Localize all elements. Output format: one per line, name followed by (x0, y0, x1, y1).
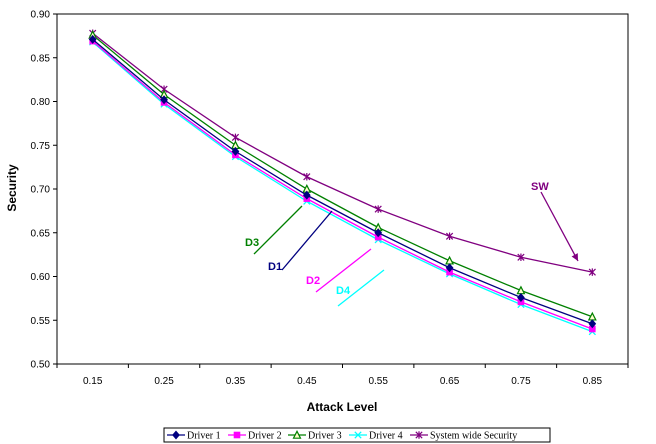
data-point-driver-1 (160, 95, 168, 105)
x-tick-label: 0.35 (226, 376, 246, 387)
legend-item-driver-2: Driver 2 (228, 431, 282, 442)
series-driver-3 (88, 29, 597, 321)
x-tick-label: 0.15 (83, 376, 103, 387)
annotation-arrowhead-sw (571, 253, 578, 261)
annotation-pointer-sw (540, 191, 579, 262)
data-point-driver-3 (516, 285, 526, 295)
y-tick-label: 0.60 (31, 272, 51, 283)
data-point-driver-1 (445, 263, 454, 273)
series-layer (88, 29, 597, 336)
legend-swatch-marker (292, 429, 302, 439)
series-line-driver-3 (92, 34, 593, 318)
y-tick-label: 0.70 (31, 185, 51, 196)
series-line-driver-1 (92, 38, 593, 325)
data-point-system-wide-security (517, 253, 525, 262)
x-tick-label: 0.45 (297, 376, 317, 387)
annotation-label-d3: D3 (245, 237, 259, 249)
x-tick-label: 0.55 (368, 376, 388, 387)
annotation-label-sw: SW (531, 181, 549, 193)
legend-label: System wide Security (430, 431, 517, 442)
legend-label: Driver 3 (308, 431, 342, 442)
legend-item-driver-3: Driver 3 (288, 429, 342, 442)
legend-item-system-wide-security: System wide Security (410, 431, 517, 442)
x-axis-title: Attack Level (307, 400, 378, 414)
annotation-label-d2: D2 (306, 275, 320, 287)
series-line-driver-4 (92, 41, 593, 333)
data-point-driver-1 (588, 319, 597, 329)
y-tick-label: 0.55 (31, 316, 51, 327)
legend: Driver 1 Driver 2 Driver 3 Driver 4 System w… (163, 427, 551, 443)
series-system-wide-security (89, 29, 596, 276)
y-tick-label: 0.65 (31, 228, 51, 239)
y-axis-title: Security (5, 164, 19, 212)
series-line-driver-2 (92, 40, 593, 330)
annotation-pointer-d3 (253, 205, 303, 255)
data-point-system-wide-security (303, 172, 311, 181)
data-point-system-wide-security (588, 268, 596, 276)
y-tick-label: 0.80 (31, 97, 51, 108)
x-tick-label: 0.75 (511, 376, 531, 387)
legend-swatch-marker (415, 431, 423, 439)
data-point-system-wide-security (445, 232, 454, 241)
y-tick-label: 0.75 (31, 141, 51, 152)
annotation-label-d1: D1 (268, 261, 282, 273)
data-point-system-wide-security (231, 133, 240, 142)
legend-swatch-marker (354, 431, 362, 439)
annotation-label-d4: D4 (336, 285, 351, 297)
data-point-driver-1 (517, 293, 525, 302)
legend-label: Driver 4 (369, 431, 403, 442)
y-tick-label: 0.90 (31, 10, 51, 21)
annotation-pointer-d1 (281, 210, 333, 271)
data-point-driver-1 (374, 228, 383, 238)
legend-label: Driver 2 (248, 431, 282, 442)
legend-item-driver-1: Driver 1 (167, 431, 221, 442)
legend-swatch-marker (172, 430, 180, 440)
data-point-system-wide-security (374, 205, 382, 213)
legend-label: Driver 1 (187, 431, 221, 442)
annotation-pointer-d4 (337, 269, 385, 307)
series-line-system-wide-security (92, 32, 593, 273)
annotations: D3 D1 D2 D4 SW (245, 181, 579, 307)
annotation-pointer-d2 (315, 248, 372, 293)
y-tick-label: 0.85 (31, 53, 51, 64)
x-tick-label: 0.85 (583, 376, 603, 387)
y-tick-label: 0.50 (31, 360, 51, 371)
legend-swatch-marker (233, 431, 241, 439)
axes: 0.50 0.55 0.60 0.65 0.70 0.75 0.80 0.85 0.90 0.15… (31, 10, 629, 387)
data-point-driver-1 (231, 146, 240, 156)
series-driver-1 (88, 34, 597, 329)
data-point-driver-3 (445, 255, 455, 265)
data-point-driver-1 (88, 34, 97, 44)
data-point-driver-1 (302, 190, 311, 200)
x-tick-label: 0.25 (154, 376, 174, 387)
legend-item-driver-4: Driver 4 (349, 431, 403, 442)
x-tick-label: 0.65 (440, 376, 460, 387)
